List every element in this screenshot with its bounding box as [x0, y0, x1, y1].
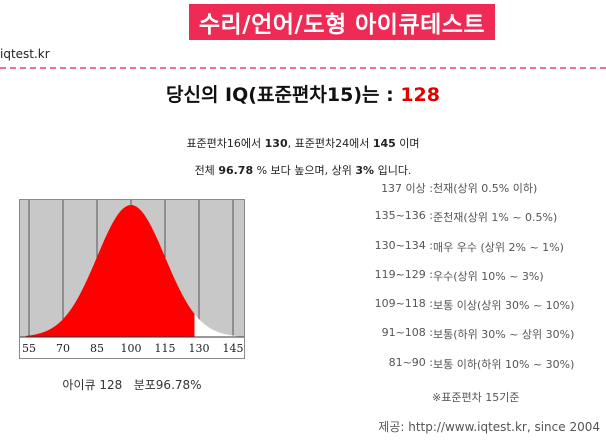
caption-iq: 아이큐 128	[62, 378, 123, 392]
range-value: 119~129 :	[374, 267, 433, 281]
x-tick-label: 100	[121, 342, 142, 355]
summary-text: 입니다.	[374, 164, 412, 177]
axis-band	[19, 337, 245, 359]
range-value: 81~90 :	[388, 355, 433, 369]
range-row: 91~108 : 보통(하위 30% ~ 상위 30%)	[355, 326, 605, 355]
summary-text: , 표준편차24에서	[287, 137, 373, 150]
caption-percent: 분포96.78%	[133, 378, 202, 392]
range-row: 109~118 : 보통 이상(상위 30% ~ 10%)	[355, 297, 605, 326]
summary-line-1: 표준편차16에서 130, 표준편차24에서 145 이며	[0, 130, 606, 157]
iq-score: 128	[400, 84, 440, 106]
range-desc: 우수(상위 10% ~ 3%)	[433, 269, 544, 283]
range-desc: 보통(하위 30% ~ 상위 30%)	[433, 328, 575, 342]
x-tick-label: 85	[90, 342, 104, 355]
range-desc: 천재(상위 0.5% 이하)	[433, 182, 538, 195]
range-desc: 매우 우수 (상위 2% ~ 1%)	[433, 240, 564, 254]
range-value: 137 이상 :	[381, 182, 433, 195]
summary-text: 전체	[194, 164, 219, 177]
x-tick-label: 70	[56, 342, 70, 355]
range-desc: 보통 이하(하위 10% ~ 30%)	[433, 357, 575, 371]
source-credit[interactable]: 제공: http://www.iqtest.kr, since 2004	[378, 420, 600, 434]
range-row: 130~134 : 매우 우수 (상위 2% ~ 1%)	[355, 239, 605, 268]
summary-text: % 보다 높으며, 상위	[253, 164, 356, 177]
range-value: 135~136 :	[374, 209, 433, 223]
range-row: 119~129 : 우수(상위 10% ~ 3%)	[355, 268, 605, 297]
summary-text: 이며	[395, 137, 420, 150]
top-percent: 3%	[355, 164, 375, 177]
chart-caption: 아이큐 128 분포96.78%	[19, 376, 245, 393]
range-row: 137 이상 : 천재(상위 0.5% 이하)	[355, 180, 605, 209]
page-title: 수리/언어/도형 아이큐테스트	[189, 4, 495, 40]
x-tick-label: 145	[223, 342, 244, 355]
site-name[interactable]: iqtest.kr	[0, 47, 50, 61]
range-value: 91~108 :	[381, 326, 433, 340]
sd-note: ※표준편차 15기준	[432, 391, 520, 404]
score-sd16: 130	[264, 137, 288, 150]
range-row: 135~136 : 준천재(상위 1% ~ 0.5%)	[355, 209, 605, 238]
summary-line-2: 전체 96.78 % 보다 높으며, 상위 3% 입니다.	[0, 157, 606, 184]
range-value: 130~134 :	[374, 238, 433, 252]
percentile-value: 96.78	[218, 164, 254, 177]
result-summary: 표준편차16에서 130, 표준편차24에서 145 이며 전체 96.78 %…	[0, 130, 606, 184]
range-desc: 보통 이상(상위 30% ~ 10%)	[433, 299, 575, 313]
range-desc: 준천재(상위 1% ~ 0.5%)	[433, 211, 558, 225]
x-tick-label: 130	[189, 342, 210, 355]
iq-distribution-chart: 55 70 85 100 115 130 145	[19, 199, 245, 359]
divider	[0, 67, 606, 69]
x-tick-labels: 55 70 85 100 115 130 145	[22, 342, 244, 355]
curve-shaded-area	[25, 205, 195, 337]
site-header: 수리/언어/도형 아이큐테스트	[0, 0, 606, 44]
curve-unshaded-area	[194, 313, 237, 337]
score-sd24: 145	[372, 137, 396, 150]
summary-text: 표준편차16에서	[186, 137, 265, 150]
range-value: 109~118 :	[374, 297, 433, 311]
chart-frame	[19, 199, 245, 359]
range-row: 81~90 : 보통 이하(하위 10% ~ 30%)	[355, 356, 605, 385]
iq-result: 당신의 IQ(표준편차15)는 : 128	[0, 80, 606, 107]
x-tick-label: 55	[22, 342, 36, 355]
iq-range-list: 137 이상 : 천재(상위 0.5% 이하) 135~136 : 준천재(상위 1…	[355, 180, 605, 385]
x-tick-label: 115	[155, 342, 176, 355]
iq-result-label: 당신의 IQ(표준편차15)는 :	[166, 84, 401, 106]
